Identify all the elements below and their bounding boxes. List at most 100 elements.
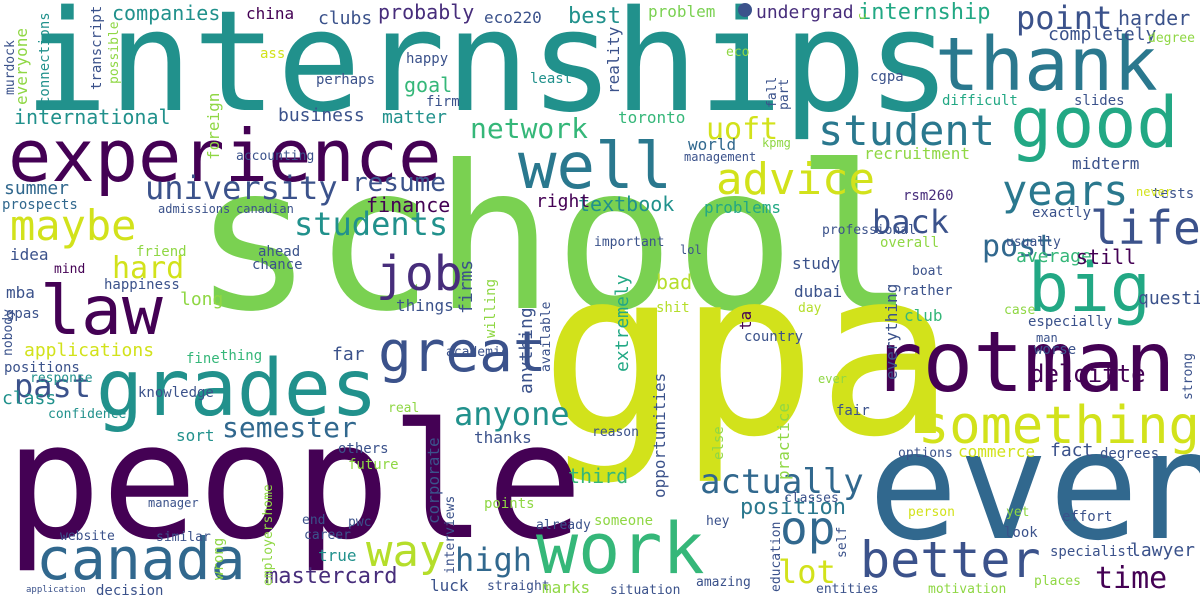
word-undergrad: undergrad (756, 2, 854, 23)
word-better: better (860, 531, 1041, 589)
word-ass: ass (260, 46, 286, 62)
word-lol: lol (680, 243, 702, 257)
word-degrees: degrees (1100, 446, 1160, 462)
word-best: best (568, 4, 621, 29)
word-rsm260: rsm260 (903, 188, 954, 204)
word-law: law (40, 272, 163, 351)
word-management: management (684, 150, 757, 164)
word-ever: ever (818, 372, 847, 386)
word-real: real (388, 401, 420, 416)
word-hey: hey (706, 514, 730, 529)
dot-icon (738, 3, 752, 17)
word-long: long (180, 289, 224, 310)
word-still: still (1076, 245, 1137, 269)
word-far: far (332, 344, 365, 365)
word-rather: rather (902, 283, 953, 299)
word-kpmg: self (835, 526, 850, 558)
word-admissions: admissions (158, 202, 231, 216)
word-dubai: dubai (794, 282, 843, 301)
word-grades: grades (96, 344, 378, 434)
word-life: life (1090, 201, 1200, 255)
word-probably: probably (378, 0, 475, 24)
word-academic: academic (446, 345, 509, 360)
word-difficult: difficult (942, 93, 1018, 109)
word-international: international (14, 105, 171, 129)
word-goal: goal (404, 73, 453, 97)
word-eco220: eco220 (484, 8, 542, 27)
word-else: else (711, 426, 727, 460)
word-semester: semester (222, 411, 357, 444)
word-deloitte: deloitte (1030, 360, 1146, 388)
word-companies: companies (112, 1, 221, 25)
word-matter: matter (382, 107, 448, 128)
word-good: good (1010, 82, 1179, 164)
word-years: years (1002, 166, 1129, 215)
word-effort: effort (1062, 509, 1113, 525)
word-opportunities: opportunities (650, 372, 669, 498)
word-fall: reality (604, 26, 623, 94)
word-already: already (536, 518, 591, 533)
word-connections: connections (37, 12, 53, 105)
word-questions: practice (774, 402, 793, 480)
word-case: case (1004, 303, 1036, 318)
word-strong: professional (822, 223, 916, 238)
word-firm: firm (426, 94, 460, 110)
word-boat: boat (912, 264, 944, 279)
word-future: future (348, 457, 399, 473)
word-transcript: transcript (89, 5, 105, 90)
word-tests: tests (1152, 186, 1195, 202)
word-students: students (294, 205, 449, 243)
word-bad: bad (656, 270, 693, 294)
word-someone: someone (594, 513, 654, 529)
word-pwc: pwc (348, 515, 372, 530)
word-extremely: extremely (612, 274, 633, 372)
word-foreign: foreign (204, 92, 223, 160)
word-class: class (2, 388, 57, 409)
word-average: average (1016, 246, 1092, 267)
word-lot: lot (778, 553, 836, 591)
word-commerce: commerce (958, 442, 1036, 461)
word-reality: important (594, 235, 665, 250)
word-actually: actually (700, 462, 864, 502)
word-internships: internships (24, 0, 952, 144)
word-entities: entities (816, 582, 879, 597)
word-part: eco (726, 45, 750, 60)
word-toronto: toronto (618, 108, 686, 127)
word-willing: willing (483, 278, 499, 338)
word-school: school (193, 123, 916, 356)
word-never: kpmg (762, 136, 791, 150)
word-resume: resume (352, 168, 446, 198)
word-classes: classes (784, 491, 839, 506)
word-maybe: maybe (10, 201, 137, 250)
word-firms: firms (456, 259, 477, 314)
word-self: accounting (236, 149, 315, 164)
word-mastercard: mastercard (265, 564, 398, 589)
word-reason: reason (592, 425, 639, 440)
word-specialist: specialist (1050, 544, 1135, 560)
word-prospects: prospects (2, 197, 78, 213)
word-professional: strong (1181, 353, 1196, 400)
word-yet: yet (1006, 505, 1030, 520)
word-uoft: uoft (706, 112, 779, 147)
word-situation: situation (610, 583, 681, 598)
word-student: student (818, 106, 996, 155)
word-mind: mind (54, 262, 86, 277)
word-advice: advice (716, 154, 875, 205)
word-practice: everything (882, 283, 901, 380)
word-shit: shit (656, 300, 690, 316)
word-completely: completely (1048, 24, 1157, 45)
word-degree: degree (1148, 31, 1195, 46)
word-positions: positions (4, 360, 80, 376)
word-ta: questions (1138, 288, 1200, 309)
word-others: others (338, 441, 389, 457)
word-great: great (378, 320, 547, 385)
word-overall: overall (880, 235, 940, 251)
word-places: places (1034, 574, 1081, 589)
word-china: china (246, 4, 295, 23)
word-something: something (918, 396, 1200, 456)
word-university: university (145, 169, 338, 207)
word-third: third (568, 464, 629, 488)
word-experience: experience (8, 114, 442, 198)
word-everything: ta (736, 310, 755, 330)
word-fact: fact (1050, 440, 1094, 461)
